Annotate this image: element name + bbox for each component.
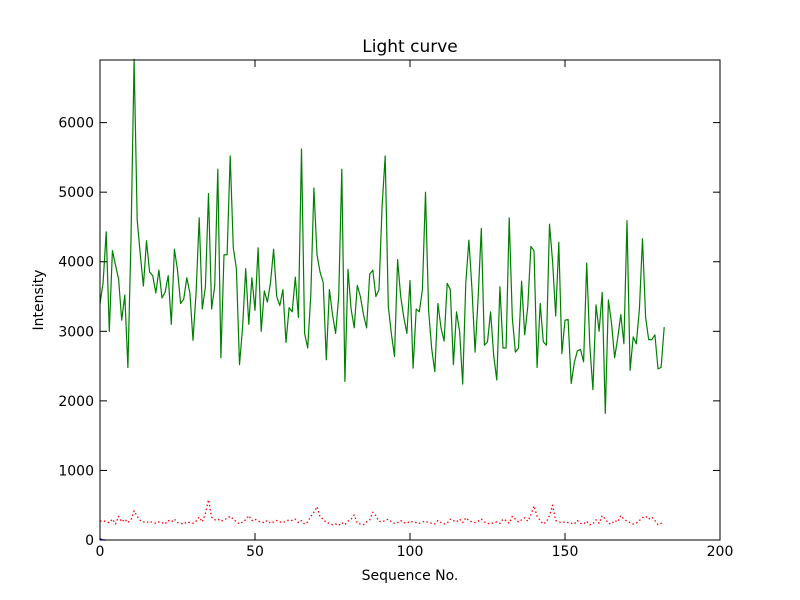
y-tick-label: 5000 <box>58 185 94 201</box>
y-tick-label: 3000 <box>58 324 94 340</box>
y-tick-label: 0 <box>85 533 94 549</box>
y-tick-label: 6000 <box>58 116 94 132</box>
x-tick-label: 50 <box>246 544 264 560</box>
x-tick-label: 200 <box>707 544 734 560</box>
x-axis-title: Sequence No. <box>362 568 459 584</box>
plot-frame <box>99 59 721 541</box>
y-tick-label: 2000 <box>58 394 94 410</box>
chart-title: Light curve <box>362 37 457 57</box>
x-tick-label: 0 <box>96 544 105 560</box>
y-axis-title: Intensity <box>31 270 47 331</box>
series-line-0 <box>99 58 665 414</box>
x-tick-label: 100 <box>397 544 424 560</box>
y-tick-label: 4000 <box>58 255 94 271</box>
y-tick-label: 1000 <box>58 463 94 479</box>
x-tick-label: 150 <box>552 544 579 560</box>
